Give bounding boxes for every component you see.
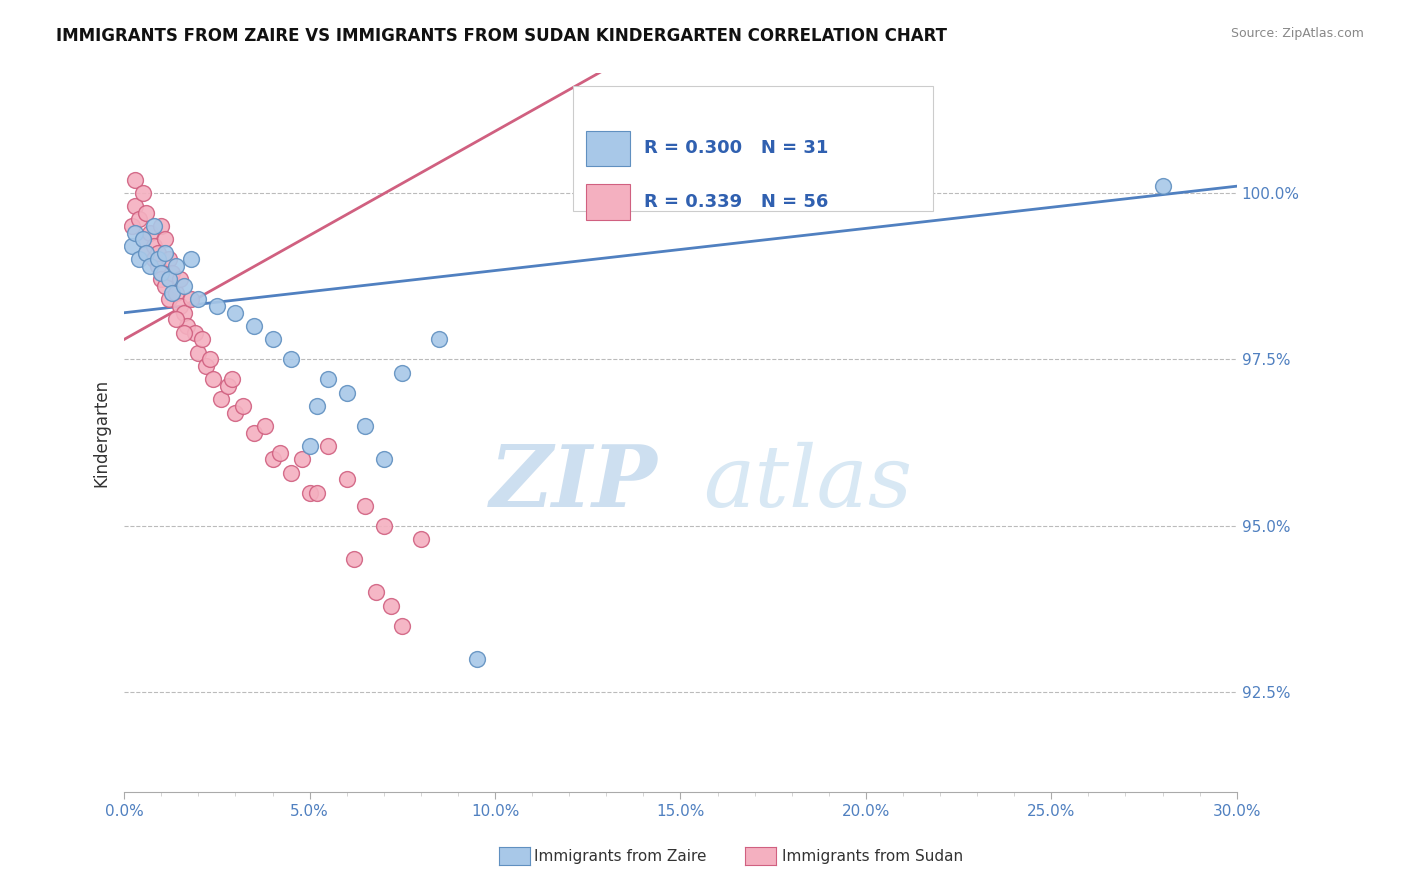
Point <box>132 232 155 246</box>
Point <box>198 352 221 367</box>
Text: R = 0.300   N = 31: R = 0.300 N = 31 <box>644 139 828 158</box>
Point <box>373 452 395 467</box>
Point <box>139 226 162 240</box>
Point <box>280 352 302 367</box>
FancyBboxPatch shape <box>572 86 934 211</box>
Point <box>409 532 432 546</box>
Text: R = 0.339   N = 56: R = 0.339 N = 56 <box>644 194 828 211</box>
Point <box>224 406 246 420</box>
Text: ZIP: ZIP <box>491 442 658 524</box>
Point <box>124 199 146 213</box>
Text: atlas: atlas <box>703 442 912 524</box>
Point <box>162 266 184 280</box>
Point <box>146 259 169 273</box>
Point <box>316 439 339 453</box>
Point <box>465 652 488 666</box>
Point <box>124 172 146 186</box>
FancyBboxPatch shape <box>586 185 630 220</box>
Point <box>153 232 176 246</box>
FancyBboxPatch shape <box>586 130 630 167</box>
Point <box>209 392 232 407</box>
Point <box>142 219 165 234</box>
Point <box>180 293 202 307</box>
Point <box>254 419 277 434</box>
Point <box>121 219 143 234</box>
Point <box>291 452 314 467</box>
Text: Source: ZipAtlas.com: Source: ZipAtlas.com <box>1230 27 1364 40</box>
Point <box>298 439 321 453</box>
Point <box>165 259 187 273</box>
Point <box>232 399 254 413</box>
Point <box>243 425 266 440</box>
Point <box>176 319 198 334</box>
Point <box>135 206 157 220</box>
Point <box>269 445 291 459</box>
Point <box>162 285 184 300</box>
Y-axis label: Kindergarten: Kindergarten <box>93 378 110 487</box>
Text: Immigrants from Sudan: Immigrants from Sudan <box>782 849 963 863</box>
Point <box>391 618 413 632</box>
Point <box>173 326 195 340</box>
Point <box>380 599 402 613</box>
Point <box>187 345 209 359</box>
Point <box>366 585 388 599</box>
Point <box>157 293 180 307</box>
Point <box>262 452 284 467</box>
Point <box>280 466 302 480</box>
Point <box>150 272 173 286</box>
Point <box>307 399 329 413</box>
Point <box>146 245 169 260</box>
Point <box>169 272 191 286</box>
Point <box>128 252 150 267</box>
Point <box>298 485 321 500</box>
Point <box>1152 179 1174 194</box>
Point <box>173 306 195 320</box>
Point <box>191 332 214 346</box>
Point <box>343 552 366 566</box>
Text: Immigrants from Zaire: Immigrants from Zaire <box>534 849 707 863</box>
Point <box>142 252 165 267</box>
Point <box>187 293 209 307</box>
Text: IMMIGRANTS FROM ZAIRE VS IMMIGRANTS FROM SUDAN KINDERGARTEN CORRELATION CHART: IMMIGRANTS FROM ZAIRE VS IMMIGRANTS FROM… <box>56 27 948 45</box>
Point <box>169 299 191 313</box>
Point <box>202 372 225 386</box>
Point <box>150 266 173 280</box>
Point <box>194 359 217 373</box>
Point <box>135 245 157 260</box>
Point <box>165 312 187 326</box>
Point <box>243 319 266 334</box>
Point <box>205 299 228 313</box>
Point <box>224 306 246 320</box>
Point <box>217 379 239 393</box>
Point <box>165 285 187 300</box>
Point <box>183 326 205 340</box>
Point <box>336 385 359 400</box>
Point <box>139 259 162 273</box>
Point <box>336 472 359 486</box>
Point <box>153 279 176 293</box>
Point <box>173 279 195 293</box>
Point <box>391 366 413 380</box>
Point <box>124 226 146 240</box>
Point <box>132 186 155 200</box>
Point <box>132 232 155 246</box>
Point <box>157 272 180 286</box>
Point <box>354 499 377 513</box>
Point <box>146 252 169 267</box>
Point <box>157 252 180 267</box>
Point <box>128 212 150 227</box>
Point <box>153 245 176 260</box>
Point <box>262 332 284 346</box>
Point <box>150 219 173 234</box>
Point <box>135 245 157 260</box>
Point <box>373 518 395 533</box>
Point <box>307 485 329 500</box>
Point <box>316 372 339 386</box>
Point <box>142 239 165 253</box>
Point <box>121 239 143 253</box>
Point <box>180 252 202 267</box>
Point <box>354 419 377 434</box>
Point <box>221 372 243 386</box>
Point <box>429 332 451 346</box>
